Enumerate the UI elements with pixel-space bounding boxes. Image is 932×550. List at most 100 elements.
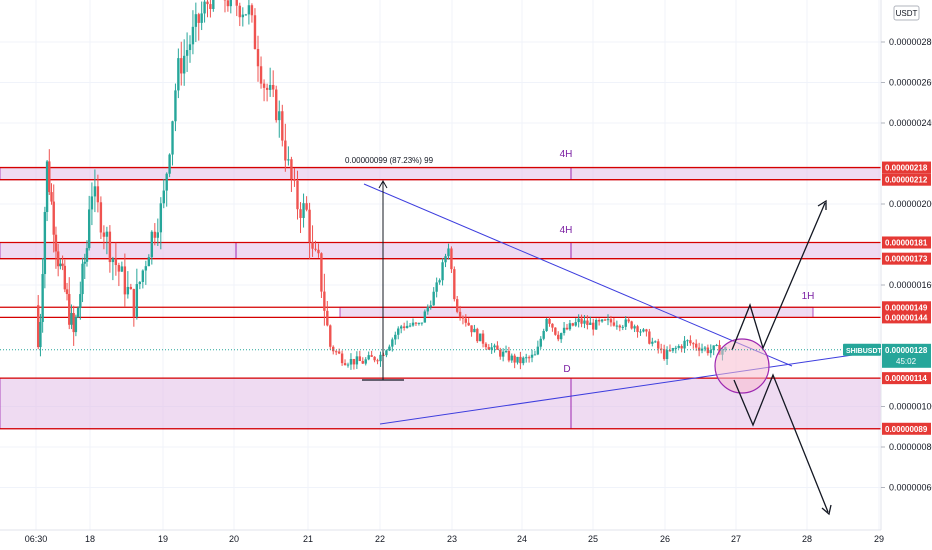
candle [302,193,305,228]
candle [504,345,508,354]
candle [450,246,453,273]
price-axis[interactable]: 0.00000280 0.00000260 0.00000240 0.00000200… [843,37,932,493]
candle [376,358,379,365]
candle [206,0,209,18]
candle [385,349,388,358]
candle [334,349,338,356]
x-tick-label: 21 [303,534,313,544]
candle [402,322,406,331]
candle [79,281,82,320]
candle [320,252,323,299]
candle [648,328,651,345]
level-badge [882,173,931,186]
candle [50,183,53,205]
candle [93,169,97,213]
candle [639,329,642,336]
apex-circle [714,338,770,394]
candle [102,225,106,250]
candle [314,240,317,252]
candle [559,332,563,343]
bearish-arrowhead [821,504,832,516]
candle [533,350,537,356]
level-badge-label: 0.00000181 [885,238,928,247]
x-tick-label: 22 [375,534,385,544]
candle [703,346,707,352]
candle [150,230,154,265]
candle [45,160,49,222]
candle [120,261,124,273]
level-badge-label: 0.00000144 [885,313,928,322]
candle [551,323,554,332]
candle [677,344,680,349]
candle [539,336,542,349]
candle [247,0,251,25]
zone-box [339,306,814,318]
candle [361,357,364,364]
candle [135,268,139,320]
candle [373,356,376,363]
symbol-label: SHIBUSDT [846,348,883,355]
candle [290,156,293,192]
candle [417,322,421,326]
candle [438,278,441,285]
candle [126,271,130,299]
candle [197,12,200,41]
candle [61,255,64,271]
candle [618,324,622,332]
candle [238,2,241,27]
candle [455,295,459,314]
candle [464,314,468,327]
candle [695,339,698,351]
x-tick-label: 25 [588,534,598,544]
candle [651,337,654,347]
price-axis-background [881,0,932,530]
candle [478,333,482,342]
candle [467,317,470,326]
candle [275,85,278,123]
last-price-badge [882,343,931,368]
candle [364,357,367,366]
bullish-projection [731,202,826,351]
candle [507,346,511,363]
candle [609,315,613,327]
time-axis[interactable]: 06:30 18 19 20 21 22 23 24 25 26 27 28 29 [25,534,884,544]
zone-box [0,242,882,260]
candle [241,7,245,27]
candle [99,196,103,239]
candle [388,344,391,352]
currency-button[interactable]: USDT [893,5,920,21]
candle [81,257,84,303]
candle [621,324,624,331]
candle [85,240,89,267]
candle [391,337,394,352]
candle [411,318,415,327]
candle [379,351,382,367]
candle [577,314,580,328]
candle [606,314,610,326]
candle [177,48,180,99]
level-badge-label: 0.00000173 [885,255,928,264]
candle [37,295,40,350]
candle [548,317,551,327]
candle [41,258,44,333]
candle [429,300,432,310]
candle [367,351,370,361]
candle [589,316,592,325]
candle [633,324,636,333]
candle [662,344,666,361]
candle [250,3,254,23]
candle [83,253,86,279]
candle [355,351,359,369]
x-tick-label: 27 [731,534,741,544]
candle [484,342,488,350]
candle [156,218,160,247]
candle [461,315,465,325]
candle [470,325,473,337]
candle [493,343,496,353]
candle [420,322,424,326]
candle [668,344,672,352]
candle [574,318,577,327]
candle [262,79,266,102]
x-tick-label: 23 [447,534,457,544]
